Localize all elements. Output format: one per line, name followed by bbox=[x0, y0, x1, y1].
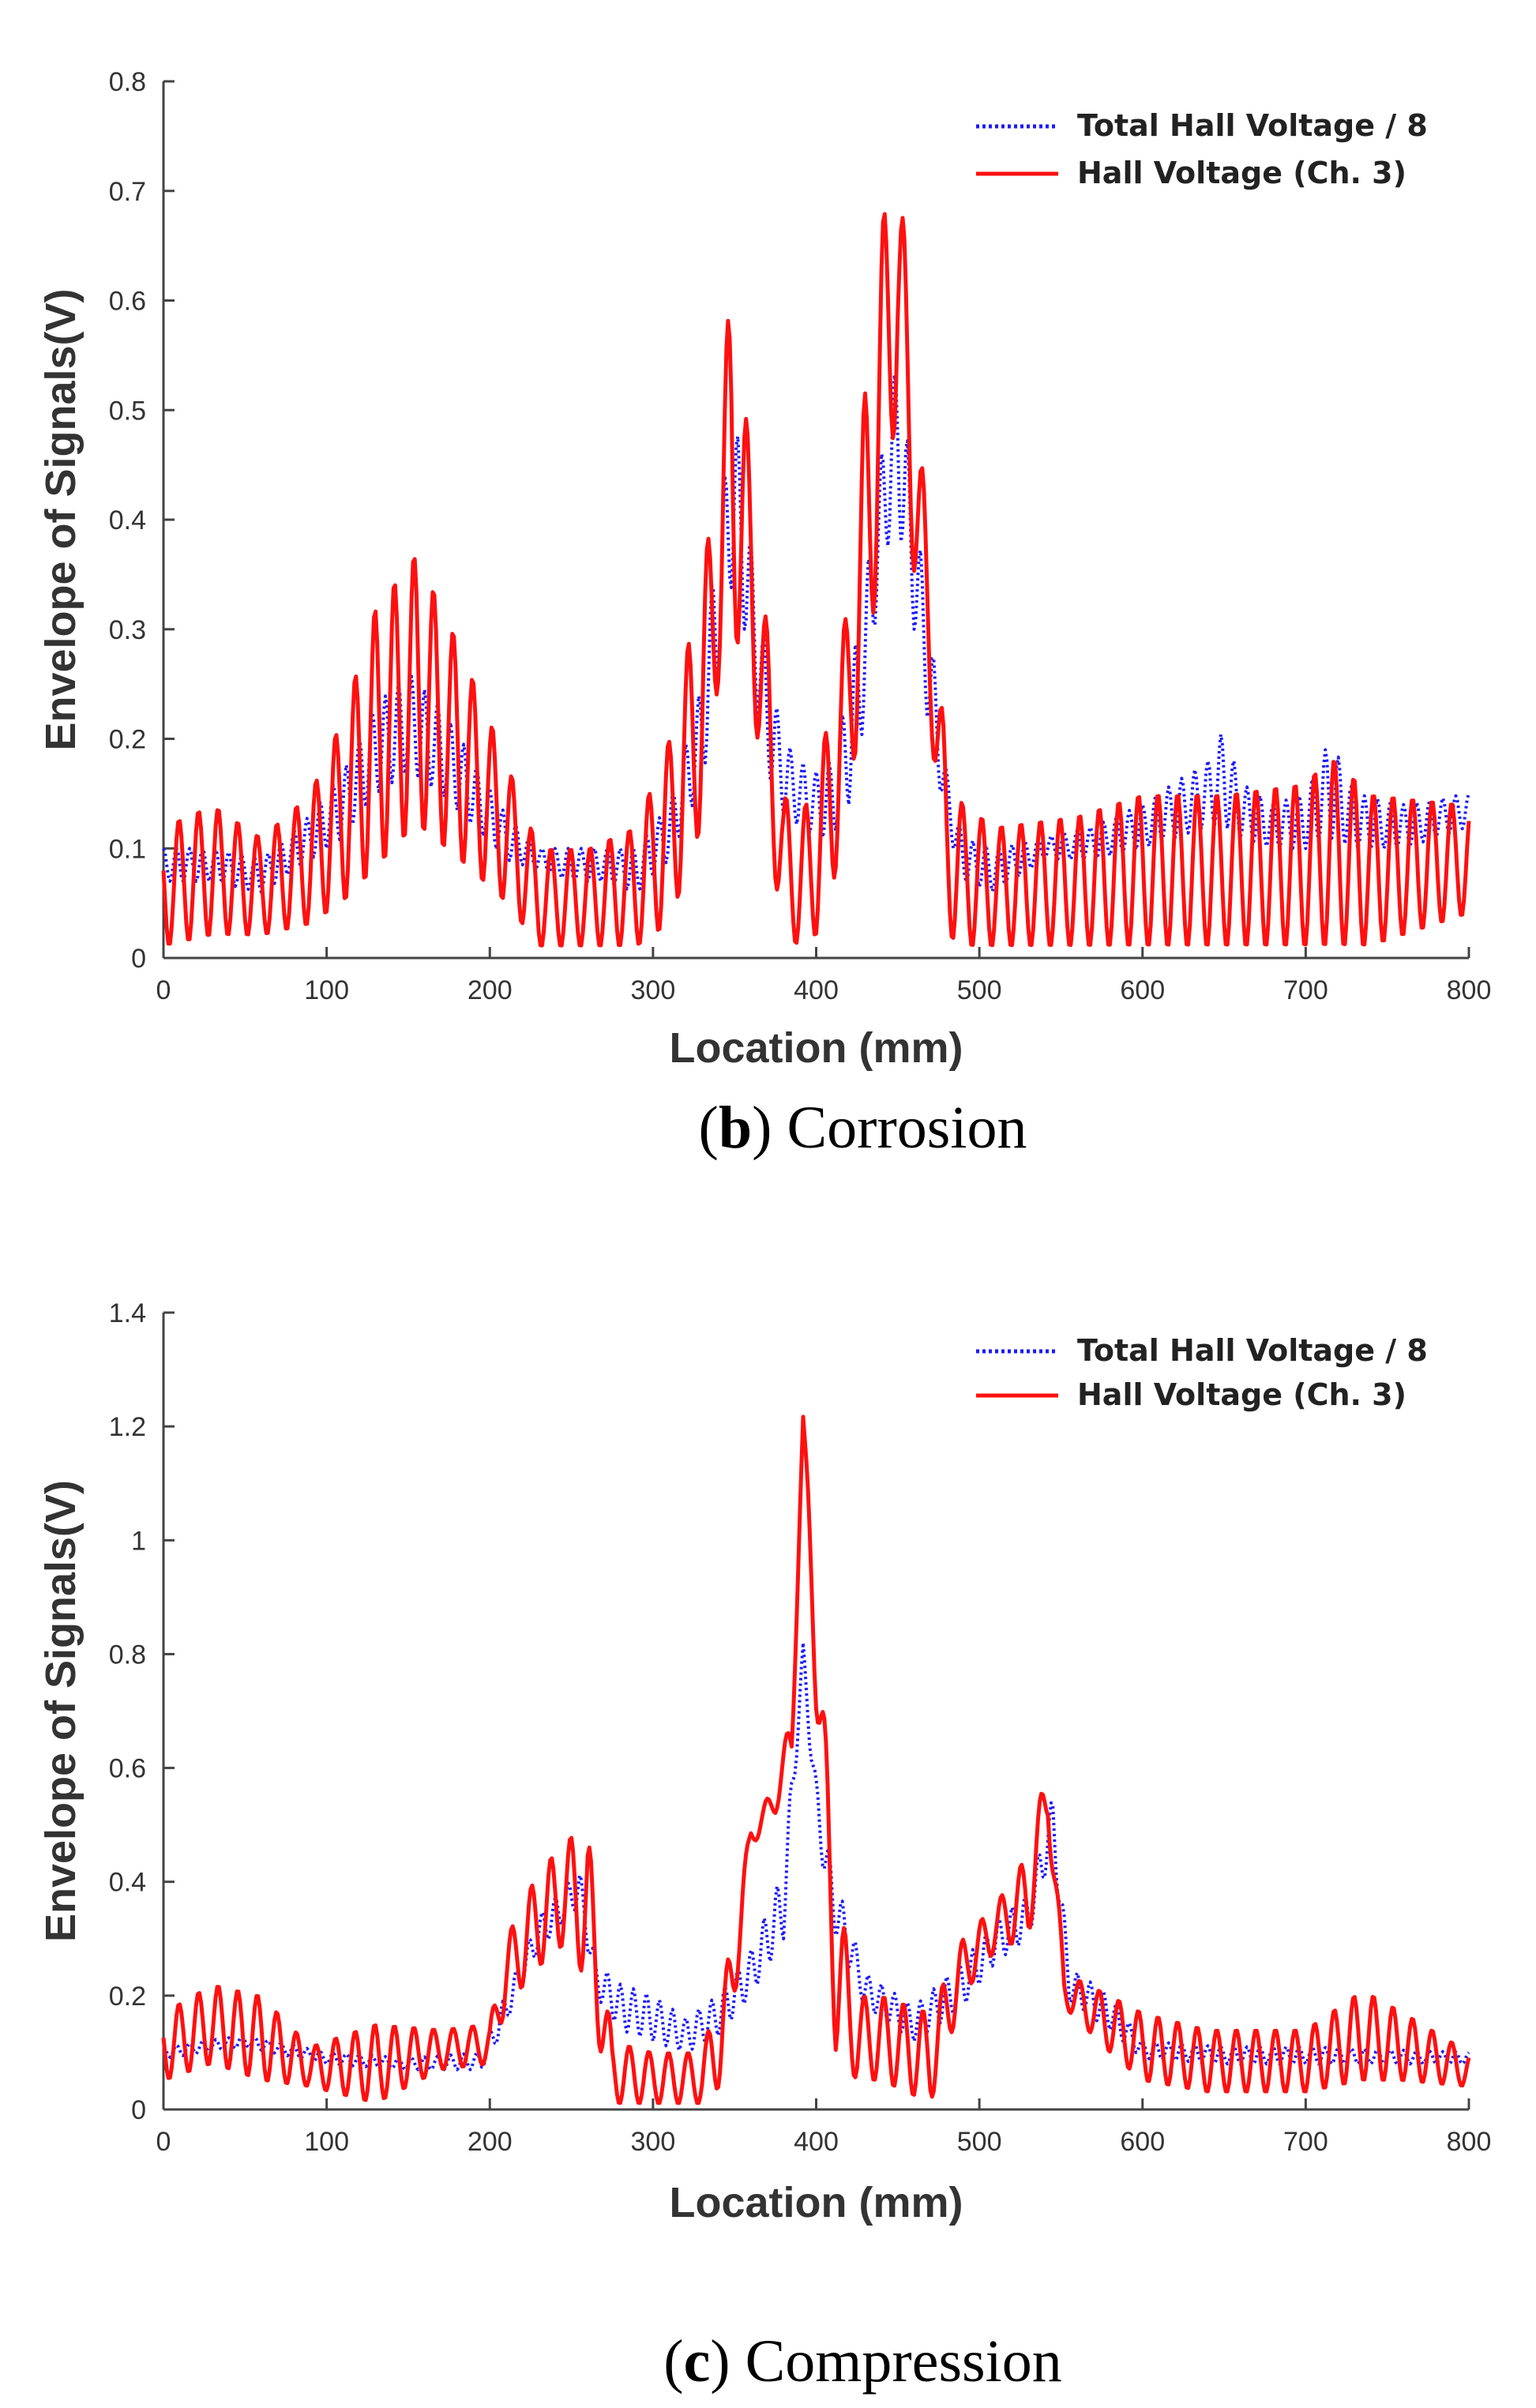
y-tick-label: 0.8 bbox=[109, 1640, 146, 1670]
y-tick-label: 0.6 bbox=[109, 1754, 146, 1784]
x-axis-title: Location (mm) bbox=[670, 1024, 963, 1072]
legend-label: Total Hall Voltage / 8 bbox=[1077, 1333, 1428, 1368]
x-tick-label: 700 bbox=[1283, 975, 1328, 1005]
x-tick-label: 300 bbox=[631, 975, 676, 1005]
y-tick-label: 0.4 bbox=[109, 505, 146, 535]
x-tick-label: 700 bbox=[1283, 2127, 1328, 2157]
y-tick-label: 1 bbox=[131, 1526, 146, 1556]
x-axis-title: Location (mm) bbox=[670, 2179, 963, 2226]
y-axis-title: Envelope of Signals(V) bbox=[37, 1480, 84, 1942]
y-tick-label: 1.4 bbox=[109, 1298, 146, 1328]
caption-text: ) Compression bbox=[710, 2328, 1062, 2395]
y-tick-label: 0.1 bbox=[109, 834, 146, 864]
x-tick-label: 500 bbox=[957, 975, 1002, 1005]
x-tick-label: 100 bbox=[304, 975, 349, 1005]
y-tick-label: 0 bbox=[131, 944, 146, 974]
y-tick-label: 1.2 bbox=[109, 1412, 146, 1442]
x-tick-label: 100 bbox=[304, 2127, 349, 2157]
caption-letter: b bbox=[718, 1095, 753, 1161]
corrosion-caption: (b) Corrosion bbox=[0, 1094, 1536, 1163]
caption-open: ( bbox=[663, 2328, 684, 2395]
x-tick-label: 600 bbox=[1120, 2127, 1165, 2157]
y-axis-title: Envelope of Signals(V) bbox=[37, 288, 84, 750]
x-tick-label: 0 bbox=[156, 975, 171, 1005]
compression-caption: (c) Compression bbox=[0, 2327, 1536, 2396]
axes: 0 100 200 300 400 500 600 700 800 0 0.1 0.2 0.3 0.4 0.… bbox=[109, 67, 1492, 1005]
x-tick-label: 800 bbox=[1447, 2127, 1492, 2157]
caption-letter: c bbox=[683, 2328, 711, 2395]
y-tick-label: 0.7 bbox=[109, 177, 146, 207]
y-tick-label: 0.6 bbox=[109, 287, 146, 317]
series-hall-voltage-ch3-line bbox=[161, 212, 1471, 948]
y-tick-label: 0.8 bbox=[109, 67, 146, 97]
compression-figure: 0 100 200 300 400 500 600 700 800 0 0.2 0.4 0.6 0.8 1 1… bbox=[0, 1204, 1536, 2408]
x-tick-label: 0 bbox=[156, 2127, 171, 2157]
y-tick-label: 0.3 bbox=[109, 615, 146, 645]
x-tick-label: 600 bbox=[1120, 975, 1165, 1005]
x-tick-label: 800 bbox=[1447, 975, 1492, 1005]
corrosion-figure: 0 100 200 300 400 500 600 700 800 0 0.1 0.2 0.3 0.4 0.… bbox=[0, 67, 1536, 1163]
compression-chart: 0 100 200 300 400 500 600 700 800 0 0.2 0.4 0.6 0.8 1 1… bbox=[37, 1298, 1492, 2226]
y-tick-label: 0.4 bbox=[109, 1868, 146, 1898]
x-tick-label: 500 bbox=[957, 2127, 1002, 2157]
legend: Total Hall Voltage / 8 Hall Voltage (Ch. … bbox=[976, 108, 1428, 190]
y-tick-label: 0.2 bbox=[109, 1982, 146, 2012]
legend-label: Hall Voltage (Ch. 3) bbox=[1077, 156, 1406, 190]
x-tick-label: 400 bbox=[794, 2127, 839, 2157]
x-tick-label: 200 bbox=[468, 975, 513, 1005]
legend: Total Hall Voltage / 8 Hall Voltage (Ch. … bbox=[976, 1333, 1428, 1412]
corrosion-chart: 0 100 200 300 400 500 600 700 800 0 0.1 0.2 0.3 0.4 0.… bbox=[37, 67, 1492, 1072]
series-hall-voltage-ch3-line bbox=[161, 1414, 1471, 2106]
axes: 0 100 200 300 400 500 600 700 800 0 0.2 0.4 0.6 0.8 1 1… bbox=[109, 1298, 1492, 2157]
caption-text: ) Corrosion bbox=[752, 1095, 1027, 1161]
legend-label: Total Hall Voltage / 8 bbox=[1077, 108, 1428, 143]
x-tick-label: 200 bbox=[468, 2127, 513, 2157]
legend-label: Hall Voltage (Ch. 3) bbox=[1077, 1377, 1406, 1412]
x-tick-label: 400 bbox=[794, 975, 839, 1005]
y-tick-label: 0.2 bbox=[109, 725, 146, 755]
caption-open: ( bbox=[698, 1095, 719, 1161]
y-tick-label: 0.5 bbox=[109, 396, 146, 426]
y-tick-label: 0 bbox=[131, 2095, 146, 2125]
x-tick-label: 300 bbox=[631, 2127, 676, 2157]
